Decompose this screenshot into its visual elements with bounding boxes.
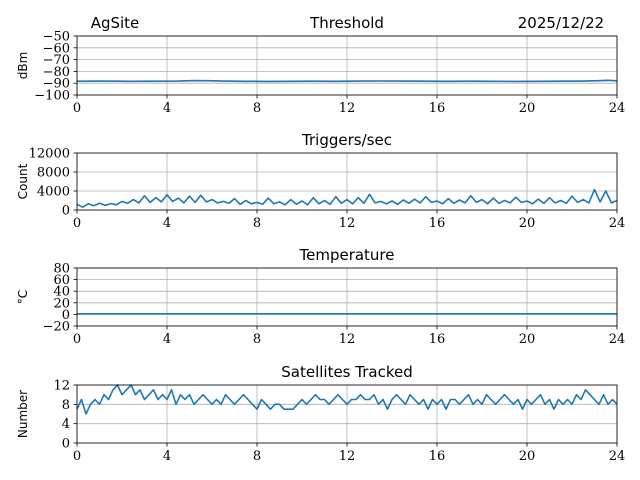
satellites-panel: 0 4 8 12 16 20 24 0 4 8 12 Satellites Tracked Number xyxy=(16,363,625,464)
temperature-ytick-label-0: −20 xyxy=(43,320,70,335)
threshold-xtick-label-4: 16 xyxy=(429,101,446,116)
threshold-xtick-label-2: 8 xyxy=(253,101,261,116)
triggers-series-line-0 xyxy=(76,188,618,208)
temperature-ylabel: °C xyxy=(16,290,30,304)
temperature-xtick-label-3: 12 xyxy=(339,332,356,347)
triggers-xtick-label-2: 8 xyxy=(253,216,261,231)
temperature-ytick-label-5: 80 xyxy=(53,262,70,277)
threshold-xtick-label-6: 24 xyxy=(609,101,626,116)
threshold-xtick-label-1: 4 xyxy=(163,101,171,116)
temperature-title: Temperature xyxy=(298,246,394,264)
threshold-xtick-label-5: 20 xyxy=(519,101,536,116)
satellites-ytick-label-3: 12 xyxy=(53,379,70,394)
temperature-xtick-label-6: 24 xyxy=(609,332,626,347)
triggers-xtick-label-1: 4 xyxy=(163,216,171,231)
temperature-xtick-label-5: 20 xyxy=(519,332,536,347)
triggers-ytick-label-1: 4000 xyxy=(37,185,70,200)
threshold-xtick-label-0: 0 xyxy=(73,101,81,116)
threshold-ytick-label-2: −80 xyxy=(43,65,70,80)
threshold-ytick-label-0: −100 xyxy=(34,89,70,104)
temperature-ytick-label-4: 60 xyxy=(53,273,70,288)
temperature-ytick-label-2: 20 xyxy=(53,296,70,311)
triggers-panel: 0 4 8 12 16 20 24 0 4000 8000 12000 Triggers/sec Cou… xyxy=(16,131,625,231)
triggers-xtick-label-6: 24 xyxy=(609,216,626,231)
temperature-ytick-label-1: 0 xyxy=(62,308,70,323)
satellites-series-line-0 xyxy=(76,384,618,415)
satellites-ytick-label-1: 4 xyxy=(62,417,70,432)
satellites-xtick-label-1: 4 xyxy=(163,449,171,464)
triggers-ylabel: Count xyxy=(16,163,30,199)
date-label: 2025/12/22 xyxy=(518,14,604,32)
site-label: AgSite xyxy=(91,14,140,32)
triggers-xtick-label-0: 0 xyxy=(73,216,81,231)
temperature-xtick-label-2: 8 xyxy=(253,332,261,347)
threshold-ytick-label-4: −60 xyxy=(43,41,70,56)
threshold-ytick-label-5: −50 xyxy=(43,30,70,45)
temperature-xtick-label-1: 4 xyxy=(163,332,171,347)
triggers-ytick-label-2: 8000 xyxy=(37,166,70,181)
threshold-title: Threshold xyxy=(309,14,384,32)
satellites-ytick-label-0: 0 xyxy=(62,437,70,452)
threshold-panel: 0 4 8 12 16 20 24 −100−90−80−70−60−50 Threshold d… xyxy=(16,14,625,116)
satellites-title: Satellites Tracked xyxy=(281,363,412,381)
triggers-xtick-label-3: 12 xyxy=(339,216,356,231)
satellites-ytick-label-2: 8 xyxy=(62,398,70,413)
temperature-xtick-label-4: 16 xyxy=(429,332,446,347)
triggers-title: Triggers/sec xyxy=(301,131,392,149)
temperature-xtick-label-0: 0 xyxy=(73,332,81,347)
triggers-xtick-label-5: 20 xyxy=(519,216,536,231)
temperature-ytick-label-3: 40 xyxy=(53,285,70,300)
satellites-xtick-label-0: 0 xyxy=(73,449,81,464)
satellites-xtick-label-2: 8 xyxy=(253,449,261,464)
satellites-xtick-label-3: 12 xyxy=(339,449,356,464)
satellites-ylabel: Number xyxy=(16,390,30,438)
threshold-xtick-label-3: 12 xyxy=(339,101,356,116)
threshold-series-line-0 xyxy=(77,79,618,83)
triggers-ytick-label-3: 12000 xyxy=(29,147,70,162)
threshold-ylabel: dBm xyxy=(16,52,30,80)
threshold-ytick-label-3: −70 xyxy=(43,53,70,68)
triggers-xtick-label-4: 16 xyxy=(429,216,446,231)
satellites-xtick-label-5: 20 xyxy=(519,449,536,464)
satellites-xtick-label-4: 16 xyxy=(429,449,446,464)
satellites-xtick-label-6: 24 xyxy=(609,449,626,464)
threshold-ytick-label-1: −90 xyxy=(43,77,70,92)
triggers-ytick-label-0: 0 xyxy=(62,204,70,219)
